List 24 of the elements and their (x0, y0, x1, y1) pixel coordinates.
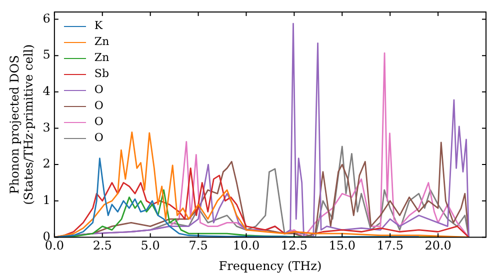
x-tick-label: 5.0 (140, 238, 160, 253)
x-tick-label: 12.5 (280, 238, 308, 253)
y-tick-label: 1 (42, 193, 50, 207)
legend-label: Zn (94, 34, 110, 50)
legend-label: Zn (94, 50, 110, 66)
y-tick-label: 6 (42, 11, 50, 26)
x-tick-label: 2.5 (92, 238, 112, 253)
legend-label: O (94, 130, 104, 146)
y-axis-title: Phonon projected DOS (States/THz·primitive cell) (7, 44, 36, 205)
x-tick-label: 10.0 (232, 238, 260, 253)
y-tick-label: 2 (42, 156, 50, 171)
y-tick-label: 4 (42, 84, 51, 98)
y-tick-label: 5 (42, 48, 50, 62)
x-tick-label: 20.0 (424, 238, 452, 253)
x-tick-label: 15.0 (328, 238, 356, 253)
legend-label: K (94, 18, 103, 34)
legend-label: O (94, 82, 104, 98)
y-tick-label: 3 (42, 120, 50, 134)
legend-label: Sb (94, 66, 109, 82)
legend-label: O (94, 98, 104, 114)
legend-label: O (94, 114, 104, 130)
x-tick-label: 17.5 (376, 238, 404, 253)
x-tick-label: 7.5 (188, 238, 208, 253)
x-axis-title: Frequency (THz) (218, 258, 322, 273)
